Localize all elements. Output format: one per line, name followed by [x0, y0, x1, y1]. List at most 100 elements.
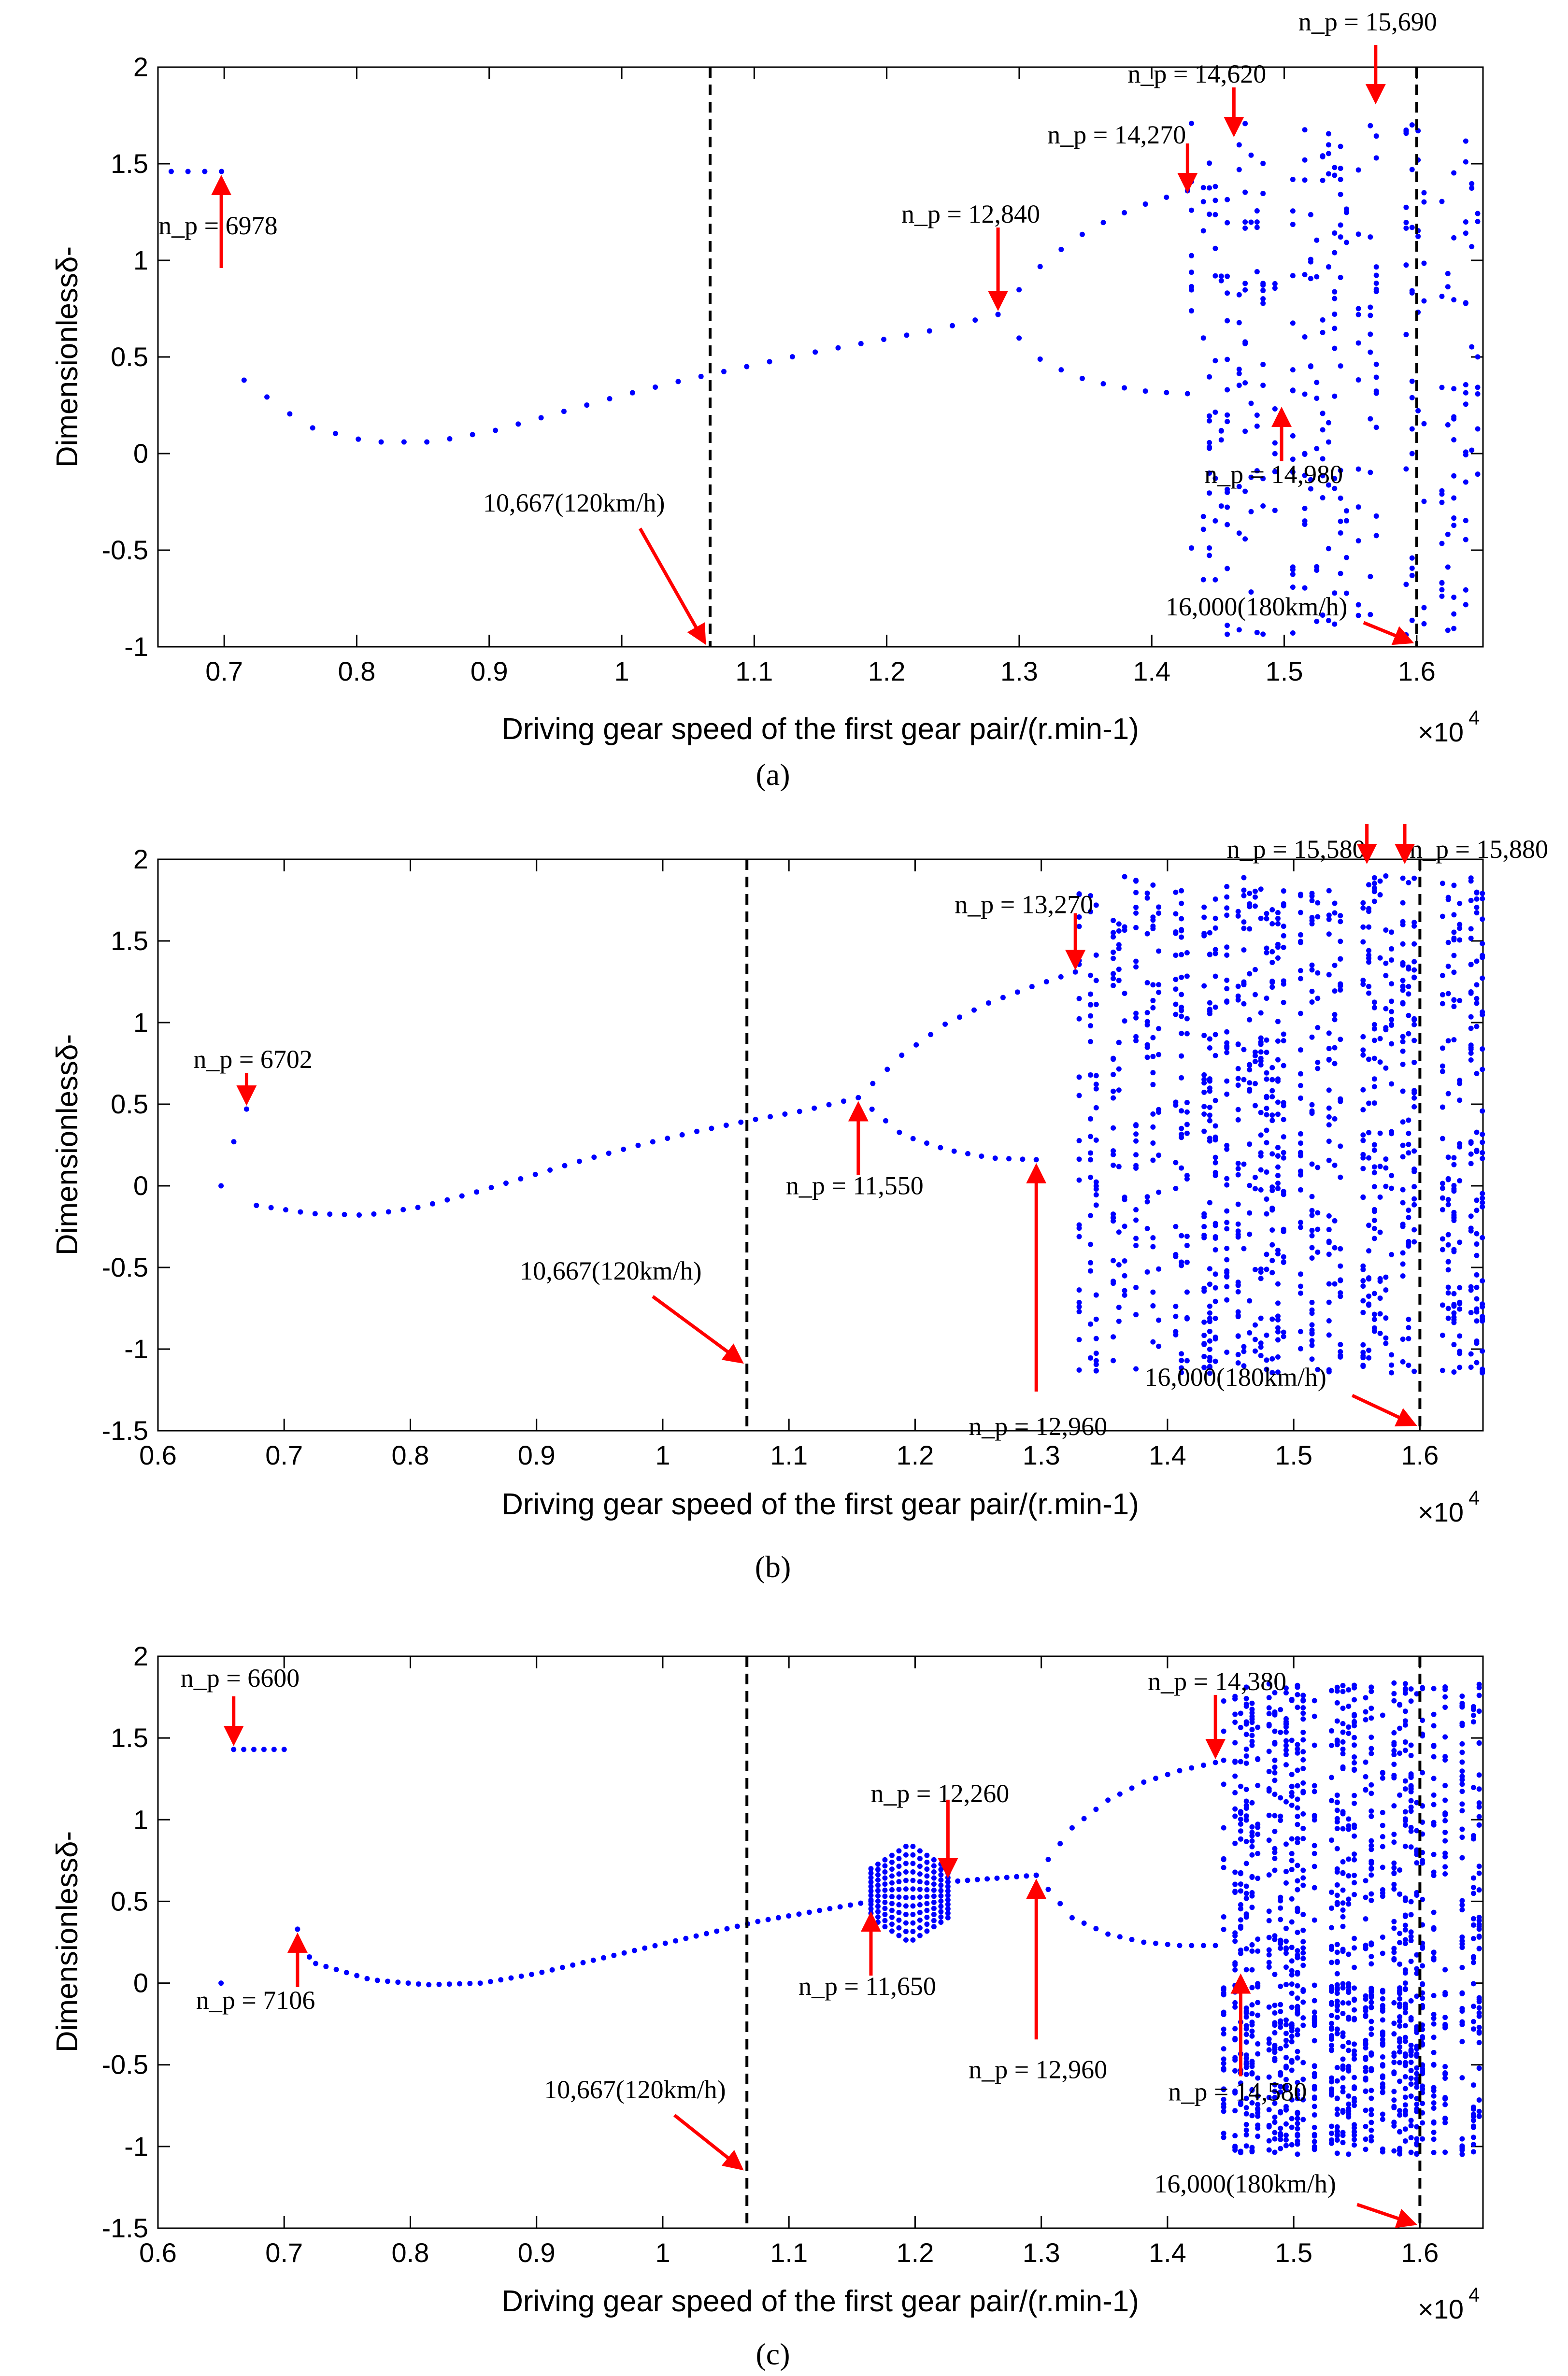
data-point	[1326, 1227, 1332, 1233]
data-point	[1476, 2065, 1482, 2071]
data-point	[1289, 1698, 1295, 1704]
data-point	[1133, 1152, 1139, 1158]
data-point	[1184, 1173, 1190, 1179]
data-point	[924, 1873, 930, 1879]
data-point	[1476, 2113, 1482, 2119]
data-point	[295, 1926, 300, 1932]
data-point	[1371, 1291, 1377, 1296]
data-point	[1476, 1786, 1482, 1792]
data-point	[1414, 2101, 1420, 2107]
data-point	[1463, 230, 1468, 236]
data-point	[1326, 1114, 1332, 1120]
data-point	[1371, 1076, 1377, 1082]
data-point	[1254, 208, 1260, 214]
data-point	[1391, 1691, 1397, 1696]
data-point	[356, 436, 361, 442]
data-point	[1476, 2108, 1482, 2114]
data-point	[1278, 2137, 1283, 2143]
data-point	[1298, 968, 1304, 974]
data-point	[1272, 1710, 1278, 1716]
data-point	[1474, 1296, 1480, 1302]
data-point	[1266, 1812, 1272, 1818]
data-point	[724, 1926, 730, 1932]
y-axis-title: Dimensionlessδ-	[51, 246, 84, 468]
data-point	[1332, 250, 1338, 256]
data-point	[1264, 916, 1269, 922]
data-point	[1207, 1036, 1212, 1042]
data-point	[1088, 1157, 1094, 1163]
data-point	[1264, 1127, 1269, 1133]
data-point	[1290, 367, 1296, 373]
annotation-arrow	[1363, 621, 1414, 645]
data-point	[1238, 1870, 1243, 1876]
data-point	[1224, 977, 1230, 983]
data-point	[1088, 893, 1094, 899]
data-point	[1326, 171, 1331, 177]
data-point	[1309, 1299, 1315, 1305]
data-point	[1352, 1892, 1357, 1897]
data-point	[1408, 1825, 1414, 1831]
data-point	[1363, 1709, 1368, 1715]
data-point	[1300, 1999, 1306, 2005]
data-point	[889, 1866, 895, 1872]
data-point	[1414, 2071, 1420, 2077]
data-point	[1408, 1773, 1414, 1778]
data-point	[1225, 566, 1230, 571]
data-point	[910, 1886, 916, 1892]
data-point	[1212, 947, 1218, 953]
data-point	[1406, 1117, 1411, 1123]
data-point	[1457, 1144, 1463, 1150]
data-point	[1439, 384, 1445, 390]
data-point	[218, 1183, 224, 1189]
data-point	[1272, 406, 1278, 412]
data-point	[1133, 1217, 1139, 1223]
data-point	[1150, 1157, 1156, 1163]
data-point	[1295, 1887, 1300, 1892]
data-point	[1309, 1227, 1315, 1233]
data-point	[1295, 1805, 1300, 1811]
data-point	[1315, 1210, 1321, 1216]
data-point	[635, 1142, 641, 1148]
data-point	[1179, 992, 1184, 997]
data-point	[1235, 1289, 1241, 1295]
data-point	[1189, 179, 1195, 185]
annotation-label: n_p = 7106	[196, 1986, 315, 2015]
data-point	[1212, 273, 1218, 279]
data-point	[1290, 273, 1296, 279]
data-point	[515, 421, 521, 427]
data-point	[1225, 220, 1230, 226]
data-point	[1278, 1818, 1283, 1823]
data-point	[1326, 1046, 1332, 1052]
data-point	[1459, 1781, 1465, 1787]
data-point	[1207, 1354, 1212, 1360]
data-point	[927, 328, 932, 334]
data-point	[1275, 1329, 1281, 1335]
data-point	[1326, 618, 1331, 624]
data-point	[1225, 273, 1230, 279]
data-point	[1408, 1804, 1414, 1810]
x-tick-label: 0.8	[392, 2237, 429, 2268]
data-point	[1275, 1057, 1281, 1063]
data-point	[992, 1155, 998, 1161]
data-point	[1249, 2113, 1255, 2119]
data-point	[1247, 1330, 1253, 1336]
data-point	[1474, 1241, 1480, 1247]
data-point	[1156, 1107, 1162, 1112]
data-point	[1255, 1757, 1261, 1763]
data-point	[1290, 584, 1296, 590]
data-point	[1266, 2047, 1272, 2053]
data-point	[1474, 1284, 1480, 1290]
data-point	[1403, 220, 1409, 226]
data-point	[1400, 900, 1406, 906]
data-point	[1173, 1313, 1179, 1319]
data-point	[797, 1109, 802, 1114]
data-point	[1016, 335, 1022, 341]
data-point	[1232, 2004, 1238, 2010]
data-point	[1302, 585, 1308, 591]
data-point	[889, 1907, 895, 1913]
data-point	[1329, 2130, 1335, 2136]
data-point	[1391, 2097, 1397, 2103]
data-point	[1189, 1765, 1195, 1771]
data-point	[1122, 1292, 1127, 1298]
data-point	[1295, 1783, 1300, 1789]
